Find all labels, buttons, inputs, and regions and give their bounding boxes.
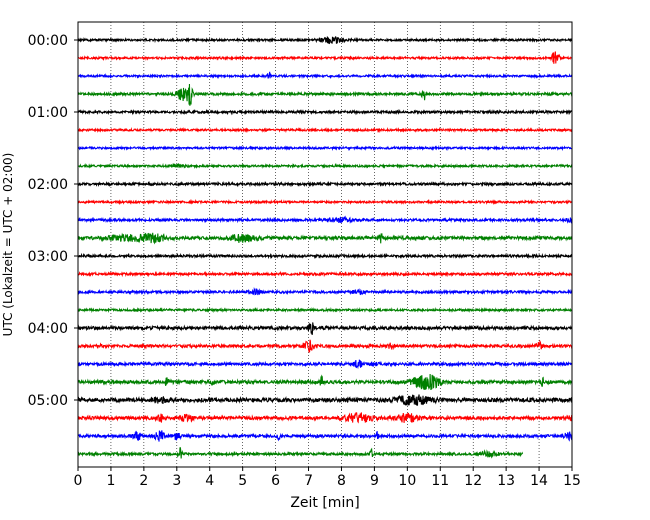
trace-row-18: [77, 359, 573, 370]
trace-row-22: [77, 430, 573, 442]
trace-row-2: [77, 71, 573, 80]
trace-row-13: [77, 270, 573, 278]
x-tick-label-9: 9: [370, 473, 379, 489]
trace-row-15: [77, 306, 573, 314]
x-tick-label-12: 12: [464, 473, 482, 489]
x-tick-label-4: 4: [205, 473, 214, 489]
x-tick-label-8: 8: [337, 473, 346, 489]
x-tick-label-5: 5: [238, 473, 247, 489]
trace-row-0: [77, 36, 573, 45]
y-axis-label: UTC (Lokalzeit = UTC + 02:00): [1, 153, 15, 337]
x-tick-label-15: 15: [563, 473, 581, 489]
trace-row-11: [77, 232, 573, 245]
trace-row-20: [77, 394, 573, 406]
x-tick-label-3: 3: [172, 473, 181, 489]
trace-row-10: [77, 215, 573, 224]
trace-row-3: [77, 83, 573, 106]
trace-row-23: [77, 447, 524, 459]
x-tick-label-11: 11: [431, 473, 449, 489]
trace-row-14: [77, 286, 573, 296]
trace-row-8: [77, 180, 573, 188]
trace-row-19: [77, 373, 573, 391]
y-tick-label-0: 00:00: [28, 33, 68, 49]
plot-frame: [77, 21, 573, 468]
trace-row-7: [77, 162, 573, 170]
y-tick-label-2: 02:00: [28, 177, 68, 193]
x-axis-label: Zeit [min]: [290, 495, 359, 511]
x-tick-label-10: 10: [398, 473, 416, 489]
trace-row-1: [77, 51, 573, 64]
x-tick-label-1: 1: [106, 473, 115, 489]
grid-lines: [110, 22, 540, 467]
trace-row-4: [77, 108, 573, 116]
trace-row-6: [77, 145, 573, 152]
y-axis-ticks: 00:00 01:00 02:00 03:00 04:00 05:00: [28, 33, 78, 409]
trace-row-17: [77, 339, 573, 354]
x-tick-label-0: 0: [74, 473, 83, 489]
y-tick-label-4: 04:00: [28, 321, 68, 337]
x-tick-label-13: 13: [497, 473, 515, 489]
x-tick-label-2: 2: [139, 473, 148, 489]
x-tick-label-7: 7: [304, 473, 313, 489]
trace-row-5: [77, 126, 573, 134]
trace-row-21: [77, 412, 573, 424]
trace-row-12: [77, 252, 573, 260]
x-tick-label-14: 14: [530, 473, 548, 489]
trace-row-9: [77, 198, 573, 206]
y-tick-label-3: 03:00: [28, 249, 68, 265]
y-tick-label-5: 05:00: [28, 393, 68, 409]
x-axis-ticks: 0 1 2 3 4 5 6 7 8 9 10 11 12 13 14 15: [74, 467, 581, 489]
trace-group: [77, 36, 573, 459]
x-tick-label-6: 6: [271, 473, 280, 489]
y-tick-label-1: 01:00: [28, 105, 68, 121]
trace-row-16: [77, 322, 573, 335]
